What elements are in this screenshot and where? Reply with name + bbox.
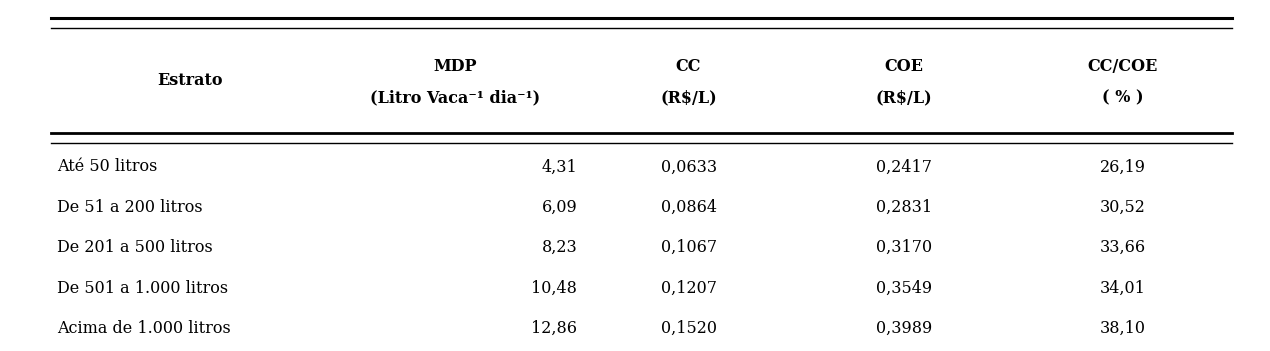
Text: 33,66: 33,66 (1100, 239, 1146, 256)
Text: De 201 a 500 litros: De 201 a 500 litros (57, 239, 213, 256)
Text: 0,1067: 0,1067 (660, 239, 716, 256)
Text: ( % ): ( % ) (1102, 90, 1143, 107)
Text: 0,3989: 0,3989 (876, 320, 932, 337)
Text: (R$/L): (R$/L) (876, 90, 932, 107)
Text: CC/COE: CC/COE (1087, 58, 1158, 75)
Text: 38,10: 38,10 (1100, 320, 1146, 337)
Text: (Litro Vaca⁻¹ dia⁻¹): (Litro Vaca⁻¹ dia⁻¹) (371, 90, 541, 107)
Text: 8,23: 8,23 (541, 239, 577, 256)
Text: COE: COE (885, 58, 923, 75)
Text: 0,1520: 0,1520 (660, 320, 716, 337)
Text: (R$/L): (R$/L) (660, 90, 716, 107)
Text: 30,52: 30,52 (1100, 199, 1146, 216)
Text: 0,2417: 0,2417 (876, 158, 932, 176)
Text: MDP: MDP (433, 58, 478, 75)
Text: 0,0633: 0,0633 (660, 158, 716, 176)
Text: De 501 a 1.000 litros: De 501 a 1.000 litros (57, 280, 229, 297)
Text: 6,09: 6,09 (541, 199, 577, 216)
Text: CC: CC (676, 58, 701, 75)
Text: Acima de 1.000 litros: Acima de 1.000 litros (57, 320, 231, 337)
Text: 0,1207: 0,1207 (660, 280, 716, 297)
Text: 34,01: 34,01 (1100, 280, 1146, 297)
Text: 0,2831: 0,2831 (876, 199, 932, 216)
Text: 4,31: 4,31 (541, 158, 577, 176)
Text: 0,0864: 0,0864 (660, 199, 716, 216)
Text: 10,48: 10,48 (531, 280, 577, 297)
Text: 0,3170: 0,3170 (876, 239, 932, 256)
Text: Até 50 litros: Até 50 litros (57, 158, 157, 176)
Text: 0,3549: 0,3549 (876, 280, 932, 297)
Text: 12,86: 12,86 (531, 320, 577, 337)
Text: 26,19: 26,19 (1100, 158, 1146, 176)
Text: De 51 a 200 litros: De 51 a 200 litros (57, 199, 203, 216)
Text: Estrato: Estrato (156, 72, 222, 89)
